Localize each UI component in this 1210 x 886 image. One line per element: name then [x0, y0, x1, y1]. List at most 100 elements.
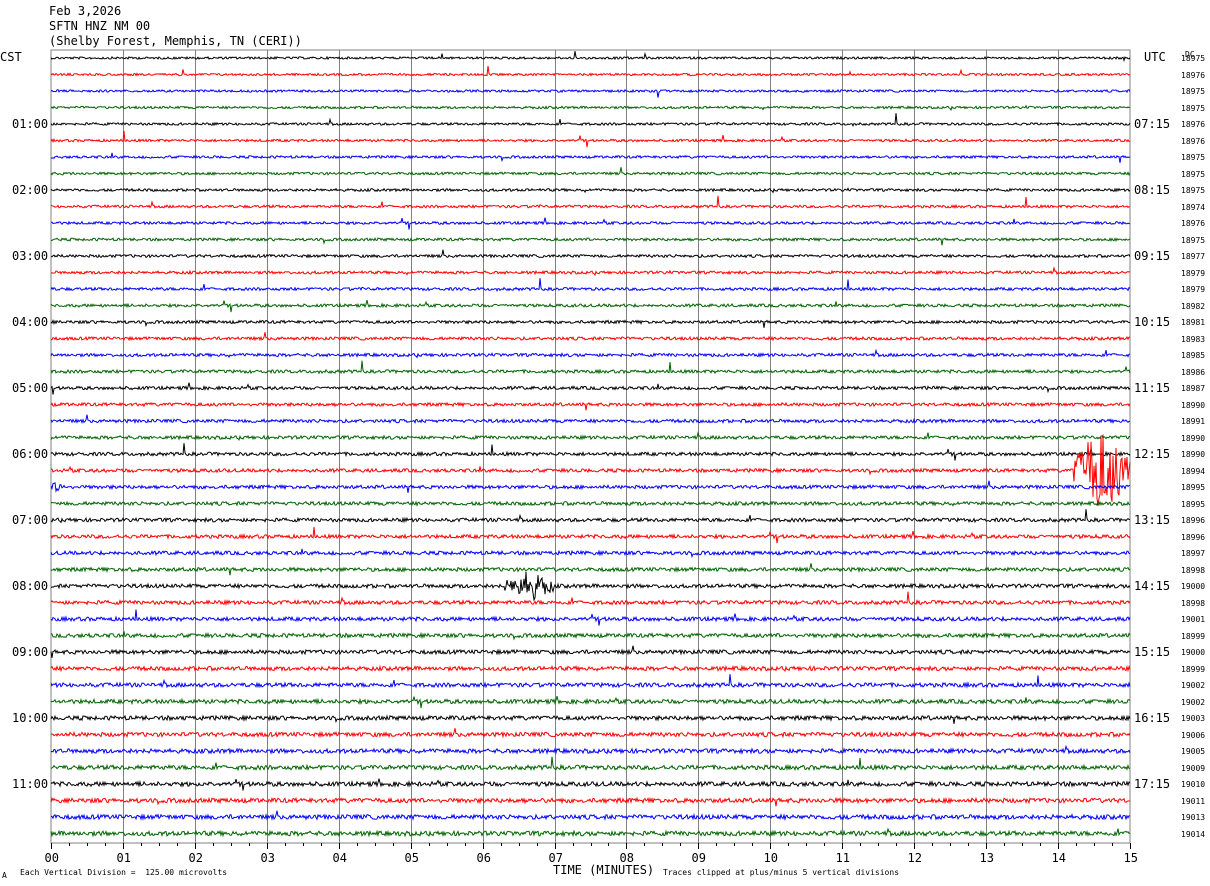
seismic-trace [50, 249, 1131, 259]
right-hour-label: 08:15 [1134, 183, 1171, 197]
seismic-trace [50, 65, 1131, 77]
seismic-trace [50, 744, 1131, 755]
dc-offset-label: 18986 [1181, 367, 1206, 377]
dc-offset-label: 18990 [1181, 400, 1206, 410]
dc-offset-label: 18979 [1181, 268, 1206, 278]
seismic-trace [50, 236, 1131, 246]
seismic-trace [50, 756, 1131, 772]
dc-offset-label: 19000 [1181, 648, 1206, 657]
dc-offset-label: 19005 [1181, 747, 1206, 756]
dc-offset-label: 18985 [1181, 351, 1206, 360]
right-hour-label: 12:15 [1134, 447, 1171, 461]
x-tick-label: 01 [116, 851, 131, 865]
x-tick-label: 15 [1123, 851, 1138, 865]
left-hour-label: 10:00 [12, 711, 49, 725]
dc-offset-label: 19014 [1181, 829, 1206, 839]
dc-offset-label: 18995 [1181, 483, 1206, 492]
seismic-trace [50, 414, 1131, 425]
x-tick-label: 12 [907, 851, 922, 865]
seismic-trace [50, 674, 1131, 689]
seismic-trace [50, 778, 1131, 791]
left-hour-label: 05:00 [12, 381, 49, 395]
dc-offset-label: 19001 [1181, 615, 1206, 624]
dc-offset-label: 18998 [1181, 598, 1206, 608]
time-axis [51, 843, 1131, 849]
x-tick-label: 03 [260, 851, 275, 865]
station-code: SFTN HNZ NM 00 [49, 19, 151, 33]
seismic-trace [50, 480, 1130, 493]
seismic-trace [50, 609, 1131, 626]
seismic-trace [50, 130, 1131, 148]
trace-layer [50, 51, 1131, 838]
seismic-trace [50, 167, 1131, 176]
right-hour-label: 14:15 [1134, 579, 1171, 593]
dc-offset-label: 19011 [1181, 796, 1206, 806]
dc-offset-label: 19003 [1181, 714, 1206, 723]
dc-offset-label: 18975 [1181, 186, 1206, 195]
dc-offset-label: 18976 [1181, 70, 1206, 80]
seismic-trace [50, 195, 1131, 210]
seismic-trace [50, 266, 1131, 277]
left-hour-label: 09:00 [12, 645, 49, 659]
seismic-trace [50, 104, 1131, 112]
left-hour-label: 04:00 [12, 315, 49, 329]
seismic-trace [50, 319, 1131, 328]
right-hour-label: 11:15 [1134, 381, 1171, 395]
right-hour-label: 09:15 [1134, 249, 1171, 263]
dc-offset-label: 18983 [1181, 334, 1206, 344]
seismic-trace [50, 827, 1131, 838]
x-tick-label: 09 [691, 851, 706, 865]
seismic-trace [50, 113, 1131, 127]
seismic-trace [50, 51, 1131, 63]
dc-offset-label: 19002 [1181, 681, 1206, 690]
dc-offset-label: 18975 [1181, 153, 1206, 162]
seismic-trace [50, 187, 1131, 194]
seismic-trace [50, 796, 1131, 807]
right-hour-label: 17:15 [1134, 777, 1171, 791]
dc-offset-label: 19010 [1181, 780, 1206, 789]
station-location: (Shelby Forest, Memphis, TN (CERI)) [49, 34, 302, 48]
dc-offset-label: 18975 [1181, 54, 1206, 63]
dc-offset-label: 18976 [1181, 120, 1206, 129]
dc-offset-label: 18997 [1181, 549, 1206, 558]
seismic-trace [50, 348, 1131, 359]
x-tick-label: 11 [835, 851, 850, 865]
seismic-trace [50, 382, 1131, 395]
seismic-trace [50, 664, 1131, 673]
dc-offset-label: 18996 [1181, 532, 1206, 542]
x-tick-label: 00 [44, 851, 59, 865]
right-hour-label: 15:15 [1134, 645, 1171, 659]
seismic-trace [50, 299, 1131, 313]
dc-offset-label: 18994 [1181, 466, 1206, 476]
record-date: Feb 3,2026 [49, 4, 122, 18]
dc-offset-label: 18995 [1181, 499, 1206, 509]
seismic-trace [50, 401, 1131, 411]
x-tick-label: 05 [404, 851, 419, 865]
seismic-trace [50, 563, 1131, 576]
corner-mark: A [2, 871, 7, 880]
seismic-trace [50, 500, 1131, 507]
x-tick-label: 04 [332, 851, 347, 865]
left-hour-label: 11:00 [12, 777, 49, 791]
seismic-trace [50, 152, 1131, 163]
seismic-trace [50, 509, 1131, 524]
seismic-trace [50, 714, 1131, 724]
seismic-trace [51, 728, 1131, 739]
dc-offset-header: DC [1185, 50, 1195, 59]
left-hour-label: 01:00 [12, 117, 49, 131]
seismic-trace [50, 88, 1131, 98]
dc-offset-label: 18998 [1181, 565, 1206, 575]
grid-layer [50, 49, 1131, 844]
dc-offset-label: 18979 [1181, 285, 1206, 294]
left-hour-label: 02:00 [12, 183, 49, 197]
seismic-trace [51, 217, 1131, 230]
dc-offset-label: 18981 [1181, 318, 1206, 327]
x-tick-label: 07 [548, 851, 563, 865]
seismic-trace [50, 591, 1131, 607]
seismic-trace [50, 645, 1131, 658]
dc-offset-label: 18987 [1181, 384, 1206, 393]
right-hour-label: 13:15 [1134, 513, 1171, 527]
x-axis-label: TIME (MINUTES) [553, 863, 655, 877]
x-tick-label: 14 [1051, 851, 1066, 865]
dc-offset-label: 18976 [1181, 136, 1206, 146]
